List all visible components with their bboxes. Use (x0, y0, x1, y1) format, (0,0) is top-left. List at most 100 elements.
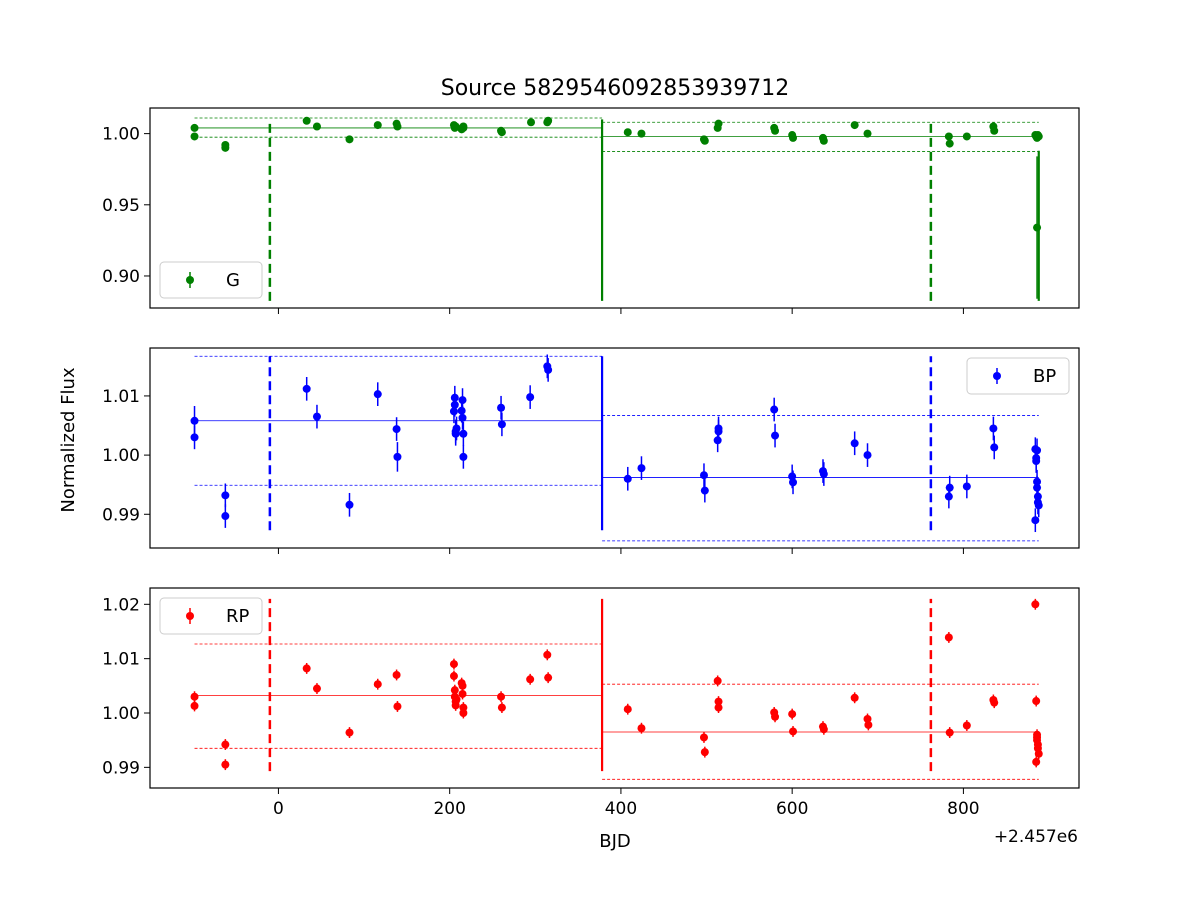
legend: RP (159, 597, 263, 635)
data-point (944, 132, 953, 141)
data-point (450, 393, 459, 402)
data-point (788, 710, 797, 719)
data-point (713, 436, 722, 445)
data-point (819, 136, 828, 145)
data-point (221, 143, 230, 152)
data-point (459, 452, 468, 461)
y-tick-label: 0.95 (102, 196, 140, 216)
data-point (345, 500, 354, 509)
data-point (526, 675, 535, 684)
panels: 0.90 0.95 1.00 G 0.99 1.00 1.01 BP 0.99 1.00 1.01 1… (102, 107, 1080, 819)
data-point (497, 420, 506, 429)
data-point (302, 116, 311, 125)
data-point (789, 478, 798, 487)
data-point (221, 512, 230, 521)
data-point (1033, 483, 1042, 492)
data-point (637, 724, 646, 733)
y-tick-label: 1.02 (102, 595, 140, 615)
data-point (451, 701, 460, 710)
data-point (458, 681, 467, 690)
data-point (962, 721, 971, 730)
panel-bp: 0.99 1.00 1.01 BP (102, 347, 1080, 554)
data-point (1034, 501, 1043, 510)
data-point (699, 733, 708, 742)
data-point (770, 405, 779, 414)
axes-frame (149, 587, 1080, 789)
data-point (459, 122, 468, 131)
data-point (863, 451, 872, 460)
data-point (1032, 757, 1041, 766)
x-tick-label: 0 (273, 799, 284, 819)
data-point (863, 714, 872, 723)
legend: G (159, 261, 263, 299)
data-point (312, 122, 321, 131)
data-point (1031, 516, 1040, 525)
data-point (990, 698, 999, 707)
y-tick-label: 0.90 (102, 267, 140, 287)
panel-g: 0.90 0.95 1.00 G (102, 107, 1080, 314)
data-point (497, 403, 506, 412)
data-point (190, 701, 199, 710)
data-point (699, 471, 708, 480)
legend-label-bp: BP (1033, 366, 1056, 387)
data-point (714, 427, 723, 436)
data-point (700, 486, 709, 495)
data-point (452, 424, 461, 433)
data-point (1034, 132, 1043, 141)
data-point (863, 129, 872, 138)
data-point (457, 406, 466, 415)
data-point (497, 128, 506, 137)
x-axis-label: BJD (599, 831, 631, 852)
x-tick-label: 800 (947, 799, 979, 819)
data-point (789, 727, 798, 736)
data-point (962, 132, 971, 141)
data-point (789, 133, 798, 142)
chart-title: Source 5829546092853939712 (441, 76, 790, 101)
data-point (497, 703, 506, 712)
data-point (1032, 697, 1041, 706)
data-point (190, 433, 199, 442)
data-point (1033, 446, 1042, 455)
y-axis-label: Normalized Flux (58, 367, 79, 513)
data-point (623, 474, 632, 483)
y-tick-label: 0.99 (102, 758, 140, 778)
data-point (449, 660, 458, 669)
data-point (1034, 749, 1043, 758)
legend-marker (186, 612, 194, 620)
data-point (393, 452, 402, 461)
axes-frame (149, 107, 1080, 309)
data-point (945, 483, 954, 492)
x-tick-label: 200 (433, 799, 465, 819)
data-point (302, 664, 311, 673)
data-point (459, 429, 468, 438)
y-tick-label: 1.00 (102, 704, 140, 724)
data-point (944, 492, 953, 501)
data-point (393, 122, 402, 131)
data-point (373, 390, 382, 399)
data-point (221, 740, 230, 749)
data-point (345, 728, 354, 737)
data-point (452, 695, 461, 704)
data-point (449, 407, 458, 416)
data-point (345, 135, 354, 144)
data-point (221, 491, 230, 500)
y-tick-label: 0.99 (102, 505, 140, 525)
data-point (527, 118, 536, 127)
x-tick-label: 400 (605, 799, 637, 819)
legend-box (966, 357, 1070, 395)
data-point (713, 676, 722, 685)
data-point (451, 122, 460, 131)
data-point (771, 431, 780, 440)
data-point (944, 633, 953, 642)
legend-label-rp: RP (226, 606, 250, 627)
data-point (771, 712, 780, 721)
data-point (819, 470, 828, 479)
x-offset-label: +2.457e6 (994, 827, 1078, 847)
data-point (302, 384, 311, 393)
y-tick-label: 1.00 (102, 125, 140, 145)
legend-marker (993, 372, 1001, 380)
data-point (544, 673, 553, 682)
data-point (373, 680, 382, 689)
